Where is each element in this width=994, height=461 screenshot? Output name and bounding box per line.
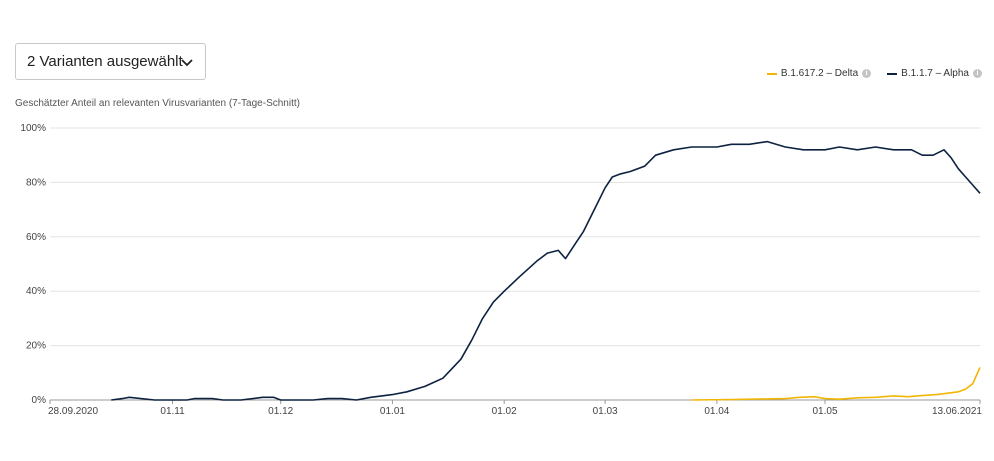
info-icon[interactable]: i xyxy=(973,69,982,78)
legend-swatch-delta xyxy=(766,72,777,75)
x-tick-label: 01.05 xyxy=(812,406,837,417)
x-tick-label: 01.02 xyxy=(492,406,517,417)
x-tick-label: 13.06.2021 xyxy=(932,406,982,417)
chart-legend: B.1.617.2 – Delta i B.1.1.7 – Alpha i xyxy=(766,68,982,79)
y-tick-label: 20% xyxy=(26,341,46,352)
y-tick-label: 80% xyxy=(26,177,46,188)
variant-selector-dropdown[interactable]: 2 Varianten ausgewählt xyxy=(15,43,206,80)
x-tick-label: 01.04 xyxy=(704,406,729,417)
info-icon[interactable]: i xyxy=(862,69,872,78)
x-tick-label: 01.11 xyxy=(160,406,185,417)
series-line-alpha xyxy=(111,140,981,401)
legend-item-delta[interactable]: B.1.617.2 – Delta i xyxy=(766,68,872,79)
y-tick-label: 40% xyxy=(26,286,46,297)
series-line-delta xyxy=(691,367,981,401)
chevron-down-icon xyxy=(181,59,193,67)
legend-swatch-alpha xyxy=(887,72,898,75)
y-tick-label: 60% xyxy=(26,232,46,243)
x-tick-label: 01.01 xyxy=(380,406,405,417)
legend-label-delta: B.1.617.2 – Delta xyxy=(780,68,859,79)
variant-selector-label: 2 Varianten ausgewählt xyxy=(27,53,183,70)
y-tick-label: 0% xyxy=(32,395,47,406)
y-tick-label: 100% xyxy=(20,123,46,134)
legend-label-alpha: B.1.1.7 – Alpha xyxy=(901,68,969,79)
y-axis-title: Geschätzter Anteil an relevanten Virusva… xyxy=(15,98,300,109)
x-tick-label: 01.03 xyxy=(593,406,618,417)
x-tick-label: 01.12 xyxy=(268,406,293,417)
x-tick-label: 28.09.2020 xyxy=(48,406,98,417)
legend-item-alpha[interactable]: B.1.1.7 – Alpha i xyxy=(887,68,982,79)
